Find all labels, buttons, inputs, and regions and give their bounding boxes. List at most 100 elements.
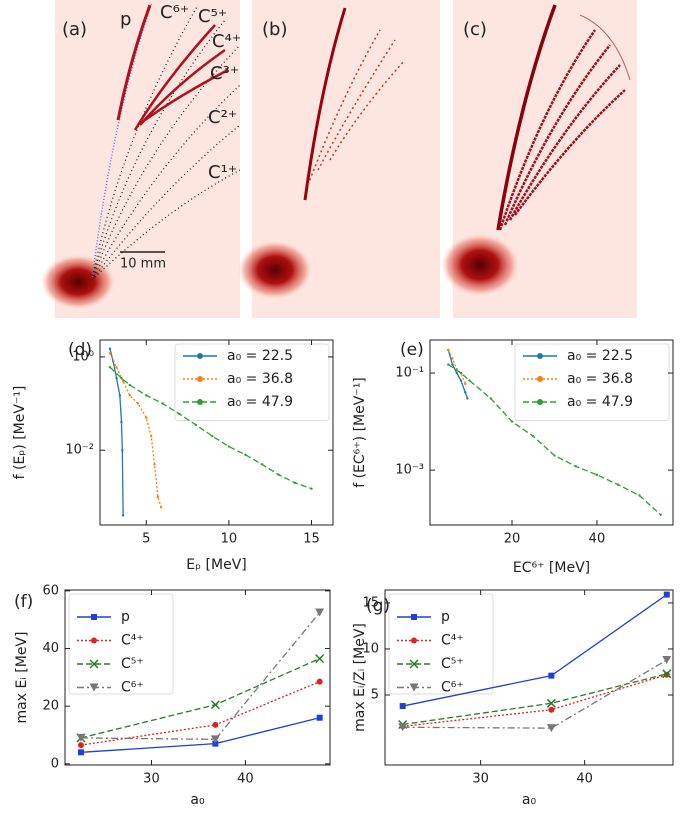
marker — [464, 391, 467, 394]
x-tick-label: 40 — [589, 532, 606, 547]
panel-label: (a) — [62, 19, 87, 40]
track — [307, 29, 406, 186]
legend-box — [68, 593, 174, 695]
marker — [464, 382, 467, 386]
marker — [510, 420, 514, 423]
marker — [663, 591, 670, 598]
marker — [159, 506, 163, 509]
marker — [459, 371, 463, 375]
y-axis-label: f (EC⁶⁺) [MeV⁻¹] — [352, 377, 368, 488]
legend-box — [388, 593, 494, 695]
marker — [409, 659, 419, 669]
marker — [411, 614, 417, 620]
series-line — [80, 681, 320, 746]
image-panel-a: (a) p C⁶⁺ C⁵⁺ C⁴⁺ C³⁺ C²⁺ C¹⁺ 10 mm — [40, 0, 241, 318]
marker — [115, 366, 118, 369]
chart: 30 40 5 10 15(g) a₀ max Eᵢ/Zᵢ [MeV] p C⁴⁺ C⁵⁺ C⁶⁺ — [352, 589, 674, 808]
marker — [108, 347, 112, 350]
y-tick-label: 5 — [371, 688, 379, 703]
plot-frame — [64, 589, 331, 766]
marker — [115, 376, 118, 380]
chart: 30 40 0 20 40 60 (f) a₀ max Eᵢ [MeV] p C⁴⁺ C⁵⁺ C⁶⁺ — [14, 583, 331, 808]
marker — [399, 703, 406, 710]
marker — [447, 363, 450, 366]
panel-label: (c) — [463, 19, 487, 40]
x-tick-label: 15 — [303, 532, 320, 547]
marker — [466, 397, 469, 400]
panel-label: (e) — [400, 340, 424, 360]
legend-label: C⁶⁺ — [441, 680, 464, 696]
y-tick-label: 10⁻³ — [395, 463, 424, 478]
panel-label: (f) — [14, 592, 33, 612]
species-label: C⁴⁺ — [212, 31, 241, 52]
marker — [574, 465, 577, 468]
legend-label: C⁴⁺ — [121, 633, 144, 649]
marker — [315, 608, 325, 617]
legend-label: a₀ = 22.5 — [227, 348, 293, 364]
marker — [662, 669, 672, 679]
marker — [108, 366, 112, 369]
marker — [212, 740, 219, 747]
marker — [455, 371, 458, 375]
marker — [293, 481, 297, 485]
track — [133, 24, 229, 131]
marker — [277, 473, 280, 476]
marker — [537, 399, 543, 405]
x-tick-label: 40 — [237, 772, 254, 787]
y-axis-label: max Eᵢ [MeV] — [14, 632, 30, 724]
marker — [197, 353, 203, 359]
series-line — [402, 673, 667, 726]
marker — [91, 614, 97, 620]
panel-label: (b) — [262, 19, 287, 40]
legend-label: C⁵⁺ — [121, 656, 144, 672]
legend-label: p — [441, 609, 450, 625]
marker — [616, 483, 620, 486]
y-tick-label: 15 — [362, 595, 379, 610]
marker — [546, 724, 556, 733]
y-tick-label: 10⁰ — [72, 349, 94, 364]
legend-label: C⁴⁺ — [441, 633, 464, 649]
marker — [77, 749, 84, 756]
track — [579, 14, 631, 81]
marker — [411, 637, 417, 644]
series-line — [80, 612, 321, 740]
plot-frame — [429, 339, 674, 526]
marker — [145, 416, 148, 419]
marker — [153, 463, 156, 466]
scale-bar-label: 10 mm — [120, 257, 166, 272]
legend-label: a₀ = 47.9 — [227, 394, 293, 410]
track — [91, 1, 153, 281]
marker — [546, 698, 556, 708]
species-label: p — [120, 9, 131, 30]
series-line — [447, 349, 468, 399]
beam-spot — [440, 233, 520, 297]
x-axis-label: EC⁶⁺ [MeV] — [513, 560, 590, 576]
marker — [532, 435, 535, 438]
marker — [638, 494, 641, 497]
marker — [459, 379, 463, 382]
marker — [468, 379, 471, 382]
marker — [161, 402, 164, 405]
species-label: C³⁺ — [210, 63, 239, 84]
x-axis-label: a₀ — [522, 792, 537, 808]
y-axis-label: f (Eₚ) [MeV⁻¹] — [12, 386, 28, 480]
track — [498, 29, 626, 231]
legend-label: p — [121, 609, 130, 625]
marker — [260, 463, 264, 466]
marker — [451, 357, 454, 360]
marker — [121, 449, 124, 452]
marker — [121, 514, 125, 517]
y-tick-label: 40 — [42, 641, 59, 656]
series-line — [402, 659, 668, 729]
marker — [197, 399, 203, 405]
marker — [398, 723, 408, 732]
image-panel-b: (b) — [237, 0, 440, 318]
marker — [77, 742, 84, 749]
plot-frame — [384, 589, 674, 766]
marker — [197, 376, 203, 382]
legend-box — [174, 343, 330, 421]
legend-label: a₀ = 47.9 — [567, 394, 633, 410]
species-label: C¹⁺ — [208, 162, 237, 183]
species-label: C⁶⁺ — [160, 2, 189, 23]
